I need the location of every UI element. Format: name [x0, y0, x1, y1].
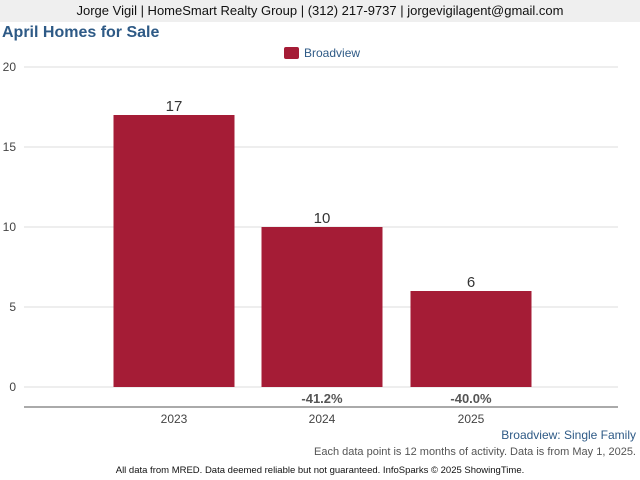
y-tick-label: 15	[3, 140, 17, 154]
legend-label: Broadview	[304, 46, 361, 60]
bar-value-label: 10	[314, 210, 331, 227]
x-tick-label: 2025	[458, 412, 485, 426]
data-note: Each data point is 12 months of activity…	[313, 446, 636, 458]
bar-value-label: 6	[467, 274, 475, 291]
y-tick-label: 5	[9, 300, 16, 314]
disclaimer: All data from MRED. Data deemed reliable…	[115, 465, 525, 476]
x-tick-label: 2024	[309, 412, 336, 426]
area-label: Broadview: Single Family	[501, 428, 636, 442]
legend-swatch	[284, 47, 299, 59]
bar-value-label: 17	[166, 98, 183, 115]
y-tick-label: 10	[3, 220, 17, 234]
change-label: -40.0%	[450, 391, 492, 406]
y-tick-label: 20	[3, 60, 17, 74]
bar	[261, 227, 383, 387]
change-label: -41.2%	[301, 391, 343, 406]
contact-line: Jorge Vigil | HomeSmart Realty Group | (…	[76, 3, 564, 18]
y-tick-label: 0	[9, 380, 16, 394]
contact-header: Jorge Vigil | HomeSmart Realty Group | (…	[0, 0, 640, 22]
chart-title: April Homes for Sale	[2, 24, 160, 41]
bar	[113, 115, 235, 387]
x-tick-label: 2023	[161, 412, 188, 426]
bar	[410, 291, 532, 387]
chart-legend[interactable]: Broadview	[284, 46, 360, 60]
